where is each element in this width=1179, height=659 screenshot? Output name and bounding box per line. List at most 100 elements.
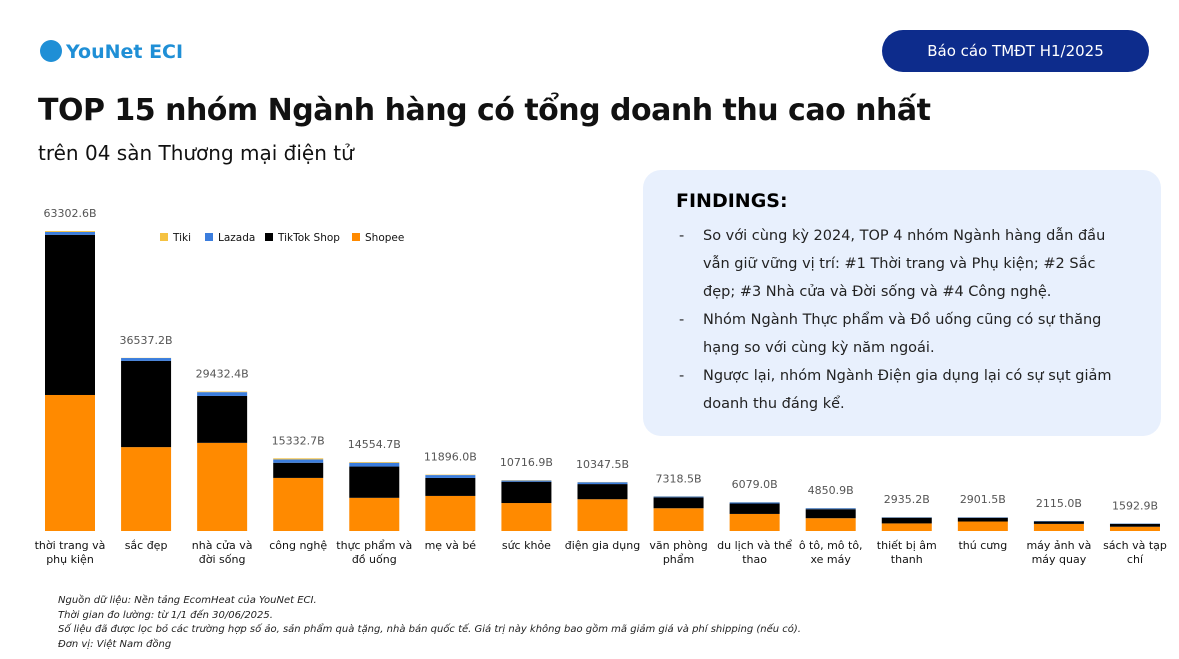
x-tick-label: thú cưng xyxy=(958,539,1008,552)
total-label: 2115.0B xyxy=(1036,497,1082,510)
title: TOP 15 nhóm Ngành hàng có tổng doanh thu… xyxy=(38,93,931,128)
x-tick-label: thực phẩm và đồ uống xyxy=(336,539,413,566)
finding-item: Ngược lại, nhóm Ngành Điện gia dụng lại … xyxy=(676,362,1131,418)
footnote: Số liệu đã được lọc bỏ các trường hợp số… xyxy=(58,624,801,635)
subtitle: trên 04 sàn Thương mại điện tử xyxy=(38,141,354,165)
bar-segment xyxy=(197,395,248,443)
findings-list: So với cùng kỳ 2024, TOP 4 nhóm Ngành hà… xyxy=(676,222,1131,418)
total-label: 2901.5B xyxy=(960,493,1006,506)
total-label: 4850.9B xyxy=(808,484,854,497)
bar-segment xyxy=(273,459,324,463)
total-label: 6079.0B xyxy=(732,478,778,491)
x-tick-label: thời trang và phụ kiện xyxy=(34,539,106,566)
bar-segment xyxy=(45,231,95,232)
footnotes: Nguồn dữ liệu: Nền tảng EcomHeat của You… xyxy=(58,594,801,652)
x-tick-label: mẹ và bé xyxy=(424,539,477,552)
bar-segment xyxy=(653,497,704,509)
legend-label: Tiki xyxy=(172,232,191,244)
legend-label: Shopee xyxy=(365,232,404,244)
total-label: 10716.9B xyxy=(500,456,553,469)
bar-segment xyxy=(273,477,324,531)
bar-segment xyxy=(45,394,95,531)
bar-segment xyxy=(881,517,932,524)
x-tick-label: sắc đẹp xyxy=(124,539,168,552)
bar-segment xyxy=(273,458,324,460)
bar-segment xyxy=(1109,523,1160,527)
logo: YouNet ECI xyxy=(40,40,183,63)
logo-text: YouNet ECI xyxy=(66,41,184,63)
x-tick-label: ô tô, mô tô, xe máy xyxy=(798,539,863,566)
legend-label: Lazada xyxy=(218,232,255,244)
bar-segment xyxy=(425,477,476,496)
total-label: 1592.9B xyxy=(1112,499,1158,512)
legend-swatch xyxy=(265,233,273,241)
bar-segment xyxy=(425,475,476,478)
bar-segment xyxy=(501,503,552,531)
bar-segment xyxy=(45,231,95,235)
bar-segment xyxy=(729,503,780,514)
bar-segment xyxy=(957,521,1008,531)
total-label: 14554.7B xyxy=(348,438,401,451)
bar-segment xyxy=(273,462,324,478)
bar-segment xyxy=(501,481,552,504)
bar-segment xyxy=(805,508,856,510)
legend-swatch xyxy=(160,233,168,241)
bar-segment xyxy=(121,447,172,531)
total-label: 15332.7B xyxy=(272,434,325,447)
bar-segment xyxy=(501,480,552,482)
bar-segment xyxy=(805,509,856,519)
total-label: 10347.5B xyxy=(576,458,629,471)
total-label: 36537.2B xyxy=(120,334,173,347)
x-tick-label: sách và tạp chí xyxy=(1103,539,1167,566)
total-label: 63302.6B xyxy=(43,207,96,220)
bar-segment xyxy=(577,482,628,485)
badge: Báo cáo TMĐT H1/2025 xyxy=(882,30,1149,72)
bar-segment xyxy=(653,496,704,498)
findings-box: FINDINGS: So với cùng kỳ 2024, TOP 4 nhó… xyxy=(643,170,1161,436)
bar-segment xyxy=(577,499,628,531)
bar-segment xyxy=(197,391,248,393)
x-tick-label: văn phòng phẩm xyxy=(649,539,708,566)
bar-segment xyxy=(805,518,856,531)
x-tick-label: nhà cửa và đời sống xyxy=(191,539,253,566)
bar-segment xyxy=(425,495,476,531)
total-label: 2935.2B xyxy=(884,493,930,506)
footnote: Nguồn dữ liệu: Nền tảng EcomHeat của You… xyxy=(58,595,317,606)
legend-swatch xyxy=(352,233,360,241)
bar-segment xyxy=(349,466,400,498)
footnote: Đơn vị: Việt Nam đồng xyxy=(58,638,172,650)
legend-label: TikTok Shop xyxy=(277,232,340,244)
total-label: 29432.4B xyxy=(196,368,249,381)
bar-segment xyxy=(349,497,400,531)
bar-segment xyxy=(881,517,932,518)
bar-segment xyxy=(349,462,400,467)
bar-segment xyxy=(121,360,172,448)
bar-segment xyxy=(1033,523,1084,531)
bar-segment xyxy=(45,234,95,395)
bar-segment xyxy=(653,508,704,531)
x-tick-label: thiết bị âm thanh xyxy=(876,539,937,566)
findings-heading: FINDINGS: xyxy=(676,190,788,212)
bar-segment xyxy=(729,513,780,531)
bar-segment xyxy=(197,442,248,531)
bar-segment xyxy=(1033,521,1084,524)
x-tick-label: máy ảnh và máy quay xyxy=(1026,539,1092,566)
finding-item: Nhóm Ngành Thực phẩm và Đồ uống cũng có … xyxy=(676,306,1131,362)
bar-segment xyxy=(197,392,248,396)
bar-segment xyxy=(729,502,780,504)
bar-segment xyxy=(957,517,1008,522)
footnote: Thời gian đo lường: từ 1/1 đến 30/06/202… xyxy=(58,609,273,621)
x-tick-label: sức khỏe xyxy=(501,539,551,552)
total-label: 11896.0B xyxy=(424,451,477,464)
finding-item: So với cùng kỳ 2024, TOP 4 nhóm Ngành hà… xyxy=(676,222,1131,306)
bar-segment xyxy=(577,484,628,500)
bar-segment xyxy=(349,462,400,463)
x-tick-label: điện gia dụng xyxy=(564,539,641,552)
x-tick-label: công nghệ xyxy=(269,539,328,552)
bar-segment xyxy=(881,523,932,531)
bar-segment xyxy=(121,358,172,361)
bar-segment xyxy=(1109,526,1160,531)
total-label: 7318.5B xyxy=(656,472,702,485)
